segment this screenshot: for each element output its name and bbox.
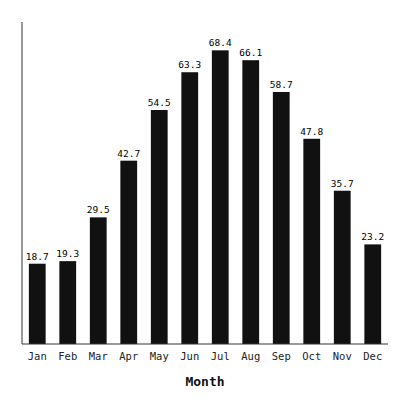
x-tick-label: Sep bbox=[272, 350, 291, 362]
bar bbox=[151, 110, 168, 344]
bar bbox=[59, 261, 76, 344]
bar bbox=[212, 50, 229, 344]
bar bbox=[334, 191, 351, 344]
x-tick-label: Oct bbox=[302, 350, 321, 362]
data-label: 47.8 bbox=[300, 126, 323, 137]
x-tick-label: Aug bbox=[241, 350, 260, 362]
data-label: 54.5 bbox=[148, 97, 171, 108]
data-label: 35.7 bbox=[331, 178, 354, 189]
x-tick-label: Jul bbox=[211, 350, 230, 362]
bar bbox=[181, 72, 198, 344]
data-label: 42.7 bbox=[117, 148, 140, 159]
x-tick-label: Mar bbox=[89, 350, 108, 362]
data-label: 29.5 bbox=[87, 204, 110, 215]
bar bbox=[29, 264, 46, 344]
data-label: 19.3 bbox=[56, 248, 79, 259]
bars bbox=[29, 50, 381, 344]
data-label: 63.3 bbox=[178, 59, 201, 70]
bar bbox=[303, 139, 320, 344]
data-label: 66.1 bbox=[239, 47, 262, 58]
bar bbox=[364, 244, 381, 344]
data-label: 68.4 bbox=[209, 37, 232, 48]
data-label: 58.7 bbox=[270, 79, 293, 90]
x-tick-label: Dec bbox=[363, 350, 382, 362]
x-axis-line bbox=[22, 344, 388, 345]
x-tick-label: Apr bbox=[119, 350, 138, 362]
bar bbox=[273, 92, 290, 344]
x-axis-label: Month bbox=[185, 374, 224, 389]
y-axis-line bbox=[22, 22, 23, 344]
chart: 18.7 19.3 29.5 42.7 54.5 63.3 68.4 66.1 58.7 47.8… bbox=[0, 0, 400, 400]
x-tick-label: Jun bbox=[180, 350, 199, 362]
data-label: 23.2 bbox=[361, 231, 384, 242]
bar bbox=[90, 217, 107, 344]
x-tick-label: Nov bbox=[333, 350, 352, 362]
page: {"chart_data": {"type": "bar", "categori… bbox=[0, 0, 400, 400]
data-label: 18.7 bbox=[26, 251, 49, 262]
x-tick-label: Feb bbox=[58, 350, 77, 362]
bar bbox=[120, 161, 137, 344]
bar bbox=[242, 60, 259, 344]
x-tick-label: Jan bbox=[28, 350, 47, 362]
x-tick-label: May bbox=[150, 350, 169, 362]
